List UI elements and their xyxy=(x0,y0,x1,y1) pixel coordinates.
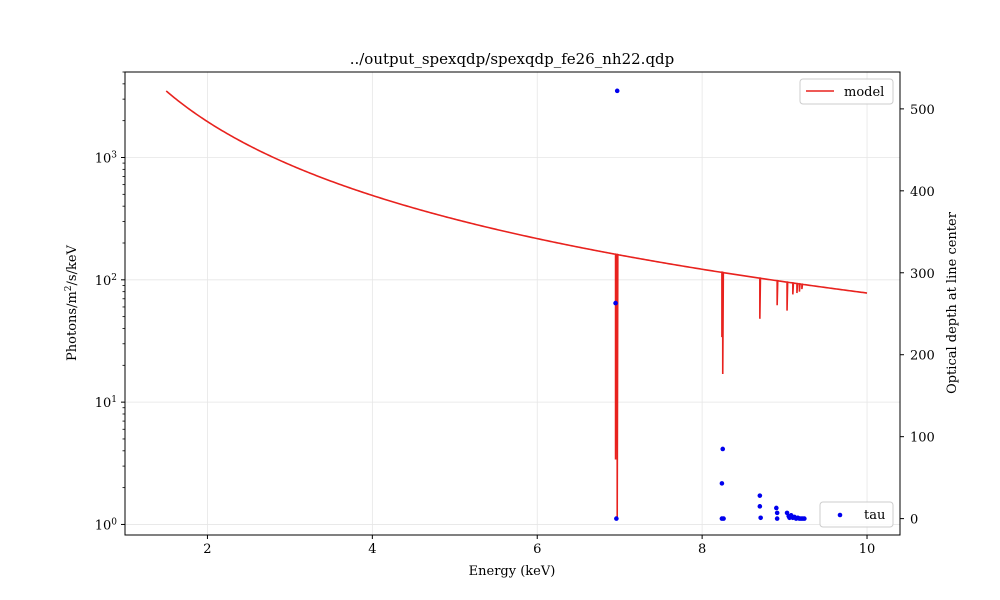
legend-tau-label: tau xyxy=(864,508,885,523)
left-y-tick-label: 103 xyxy=(95,150,118,166)
x-tick-label: 2 xyxy=(203,542,211,557)
tau-point xyxy=(721,516,726,521)
right-y-tick-label: 300 xyxy=(910,267,935,282)
tau-point xyxy=(774,516,780,521)
tau-point xyxy=(614,516,619,521)
plot-frame xyxy=(124,71,901,536)
tau-point xyxy=(802,516,807,521)
tau-point xyxy=(774,505,779,511)
right-y-tick-label: 400 xyxy=(910,185,935,200)
legend-tau: tau xyxy=(819,501,894,528)
x-tick-label: 6 xyxy=(533,542,541,557)
legend-tau-swatch xyxy=(837,512,843,518)
tau-point xyxy=(774,510,780,516)
tau-point xyxy=(757,504,763,509)
series-layer xyxy=(165,88,868,521)
tau-point xyxy=(720,446,726,452)
tau-point xyxy=(614,88,620,94)
legend-model: model xyxy=(799,78,894,105)
x-tick-label: 4 xyxy=(368,542,376,557)
left-y-tick-label: 101 xyxy=(95,395,117,411)
x-tick-label: 10 xyxy=(859,542,876,557)
legend-tau-box xyxy=(819,501,894,528)
legend-model-label: model xyxy=(844,85,884,100)
grid-layer xyxy=(125,72,900,535)
tau-point xyxy=(758,515,763,521)
x-axis: 2 4 6 8 10 xyxy=(203,535,875,557)
right-y-tick-label: 500 xyxy=(910,103,935,118)
right-y-axis: 0 100 200 300 400 500 xyxy=(900,103,935,528)
right-y-axis-label: Optical depth at line center xyxy=(945,211,960,394)
left-y-axis: 100 101 102 103 xyxy=(95,71,125,533)
left-y-tick-label: 100 xyxy=(95,517,118,533)
left-y-axis-label: Photons/m2/s/keV xyxy=(64,244,80,360)
right-y-tick-label: 100 xyxy=(910,431,935,446)
tau-point xyxy=(757,493,763,498)
model-line xyxy=(165,90,868,518)
left-y-tick-label: 102 xyxy=(95,273,117,289)
chart-title: ../output_spexqdp/spexqdp_fe26_nh22.qdp xyxy=(350,50,675,68)
x-axis-label: Energy (keV) xyxy=(469,564,556,579)
right-y-tick-label: 0 xyxy=(910,513,918,528)
tau-point xyxy=(613,300,618,306)
x-tick-label: 8 xyxy=(698,542,706,557)
legend-model-box xyxy=(799,78,894,105)
tau-point xyxy=(719,481,725,486)
right-y-tick-label: 200 xyxy=(910,349,935,364)
